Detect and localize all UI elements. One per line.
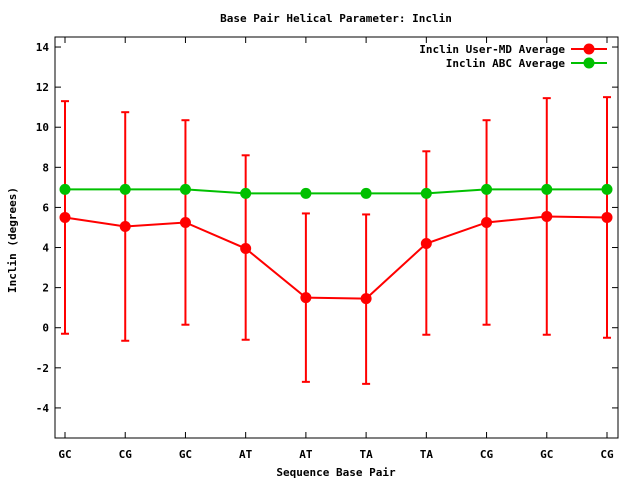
x-tick-label: CG xyxy=(119,448,133,461)
series-points xyxy=(59,183,613,305)
x-tick-label: GC xyxy=(58,448,71,461)
x-tick-label: TA xyxy=(359,448,373,461)
y-tick-label: 12 xyxy=(36,81,49,94)
data-point xyxy=(59,183,71,195)
y-tick-label: -2 xyxy=(36,362,49,375)
legend-label: Inclin ABC Average xyxy=(446,57,566,70)
data-point xyxy=(119,220,131,232)
data-point xyxy=(601,183,613,195)
x-axis-label: Sequence Base Pair xyxy=(276,466,396,479)
data-point xyxy=(300,187,312,199)
data-point xyxy=(541,210,553,222)
data-point xyxy=(179,216,191,228)
data-point xyxy=(541,183,553,195)
data-point xyxy=(481,216,493,228)
data-point xyxy=(420,238,432,250)
x-tick-label: AT xyxy=(299,448,313,461)
series-lines xyxy=(64,188,608,300)
series-line-inclin-user-md-average xyxy=(64,215,608,300)
legend-marker xyxy=(583,57,595,69)
data-point xyxy=(119,183,131,195)
chart-title: Base Pair Helical Parameter: Inclin xyxy=(220,12,452,25)
y-tick-label: 14 xyxy=(36,41,50,54)
series-line-inclin-abc-average xyxy=(65,188,607,195)
data-point xyxy=(179,183,191,195)
x-tick-label: GC xyxy=(540,448,553,461)
data-point xyxy=(360,293,372,305)
x-tick-label: CG xyxy=(480,448,494,461)
x-tick-label: GC xyxy=(179,448,192,461)
data-point xyxy=(59,211,71,223)
y-axis-label: Inclin (degrees) xyxy=(6,187,19,293)
data-point xyxy=(601,211,613,223)
data-point xyxy=(481,183,493,195)
data-point xyxy=(420,187,432,199)
data-point xyxy=(300,292,312,304)
plot-frame xyxy=(54,36,619,439)
data-point xyxy=(240,187,252,199)
data-point xyxy=(240,243,252,255)
y-tick-label: 4 xyxy=(42,242,49,255)
legend-marker xyxy=(583,43,595,55)
data-point xyxy=(360,187,372,199)
y-tick-label: 10 xyxy=(36,121,49,134)
y-tick-label: 8 xyxy=(42,161,49,174)
x-tick-label: TA xyxy=(420,448,434,461)
y-tick-label: 0 xyxy=(42,322,49,335)
error-bars xyxy=(61,96,611,385)
legend-label: Inclin User-MD Average xyxy=(419,43,565,56)
y-tick-label: 6 xyxy=(42,201,49,214)
y-tick-label: 2 xyxy=(42,282,49,295)
y-tick-label: -4 xyxy=(36,402,50,415)
x-tick-label: CG xyxy=(600,448,614,461)
x-tick-label: AT xyxy=(239,448,253,461)
axis-ticks: -4 -2 0 2 4 6 8 10 12 14 GC CG GC AT AT TA TA CG GC CG xyxy=(36,37,618,461)
